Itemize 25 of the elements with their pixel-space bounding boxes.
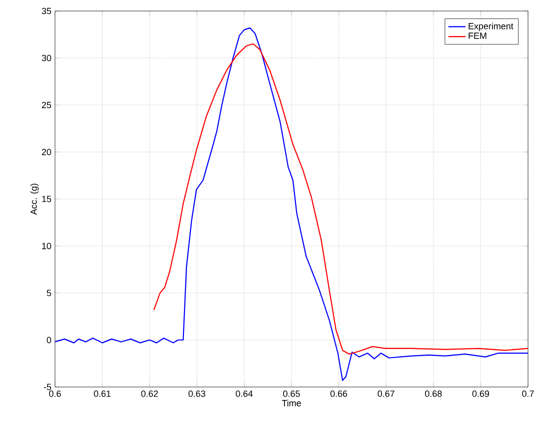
legend-label: FEM bbox=[468, 32, 486, 39]
x-tick-label: 0.68 bbox=[425, 390, 442, 397]
y-tick-label: 20 bbox=[42, 148, 52, 156]
x-tick-label: 0.65 bbox=[283, 390, 300, 397]
x-tick-label: 0.61 bbox=[94, 390, 111, 397]
x-tick-label: 0.63 bbox=[188, 390, 206, 397]
x-tick-label: 0.7 bbox=[522, 390, 534, 397]
line-series bbox=[153, 43, 528, 355]
y-tick-label: 30 bbox=[42, 54, 52, 62]
x-tick-label: 0.67 bbox=[378, 390, 394, 397]
y-tick-label: 25 bbox=[42, 102, 52, 108]
x-axis-title: Time bbox=[282, 400, 301, 406]
y-axis-title: Acc. (g) bbox=[30, 184, 39, 215]
y-tick-label: 10 bbox=[42, 242, 52, 250]
legend-label: Experiment bbox=[468, 22, 514, 32]
y-tick-label: 5 bbox=[46, 290, 52, 296]
y-tick-label: 35 bbox=[42, 8, 52, 14]
x-tick-label: 0.66 bbox=[330, 390, 348, 397]
y-tick-label: -5 bbox=[44, 384, 52, 390]
y-tick-label: 0 bbox=[46, 336, 52, 344]
x-tick-label: 0.69 bbox=[472, 390, 490, 397]
x-tick-label: 0.62 bbox=[141, 390, 158, 397]
x-tick-label: 0.64 bbox=[236, 390, 253, 397]
y-tick-label: 15 bbox=[42, 196, 52, 202]
x-tick-label: 0.6 bbox=[49, 390, 61, 397]
